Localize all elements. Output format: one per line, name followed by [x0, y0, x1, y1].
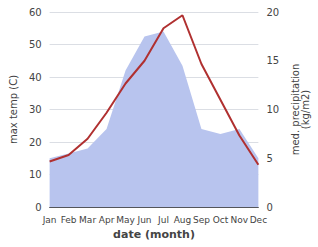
svg-text:20: 20 — [266, 7, 279, 18]
svg-text:Jun: Jun — [136, 215, 151, 225]
svg-text:10: 10 — [266, 104, 279, 115]
svg-text:Dec: Dec — [250, 215, 267, 225]
svg-text:Mar: Mar — [79, 215, 96, 225]
svg-text:Nov: Nov — [231, 215, 249, 225]
svg-text:50: 50 — [29, 39, 42, 50]
svg-text:Jul: Jul — [157, 215, 169, 225]
svg-text:20: 20 — [29, 137, 42, 148]
svg-text:med. precipitation: med. precipitation — [289, 63, 301, 156]
svg-text:Aug: Aug — [174, 215, 192, 225]
svg-text:Apr: Apr — [99, 215, 115, 225]
svg-text:0: 0 — [266, 202, 272, 213]
svg-text:Jan: Jan — [42, 215, 57, 225]
svg-text:10: 10 — [29, 169, 42, 180]
svg-text:Feb: Feb — [61, 215, 77, 225]
svg-text:15: 15 — [266, 55, 279, 66]
svg-text:May: May — [116, 215, 135, 225]
svg-text:0: 0 — [35, 202, 41, 213]
svg-text:40: 40 — [29, 72, 42, 83]
svg-text:5: 5 — [266, 153, 272, 164]
svg-text:Sep: Sep — [193, 215, 210, 225]
svg-text:(kg/m2): (kg/m2) — [300, 90, 311, 130]
svg-text:30: 30 — [29, 104, 42, 115]
svg-text:Oct: Oct — [213, 215, 229, 225]
svg-text:60: 60 — [29, 7, 42, 18]
svg-text:date (month): date (month) — [113, 228, 195, 241]
svg-text:max temp (C): max temp (C) — [8, 75, 19, 144]
